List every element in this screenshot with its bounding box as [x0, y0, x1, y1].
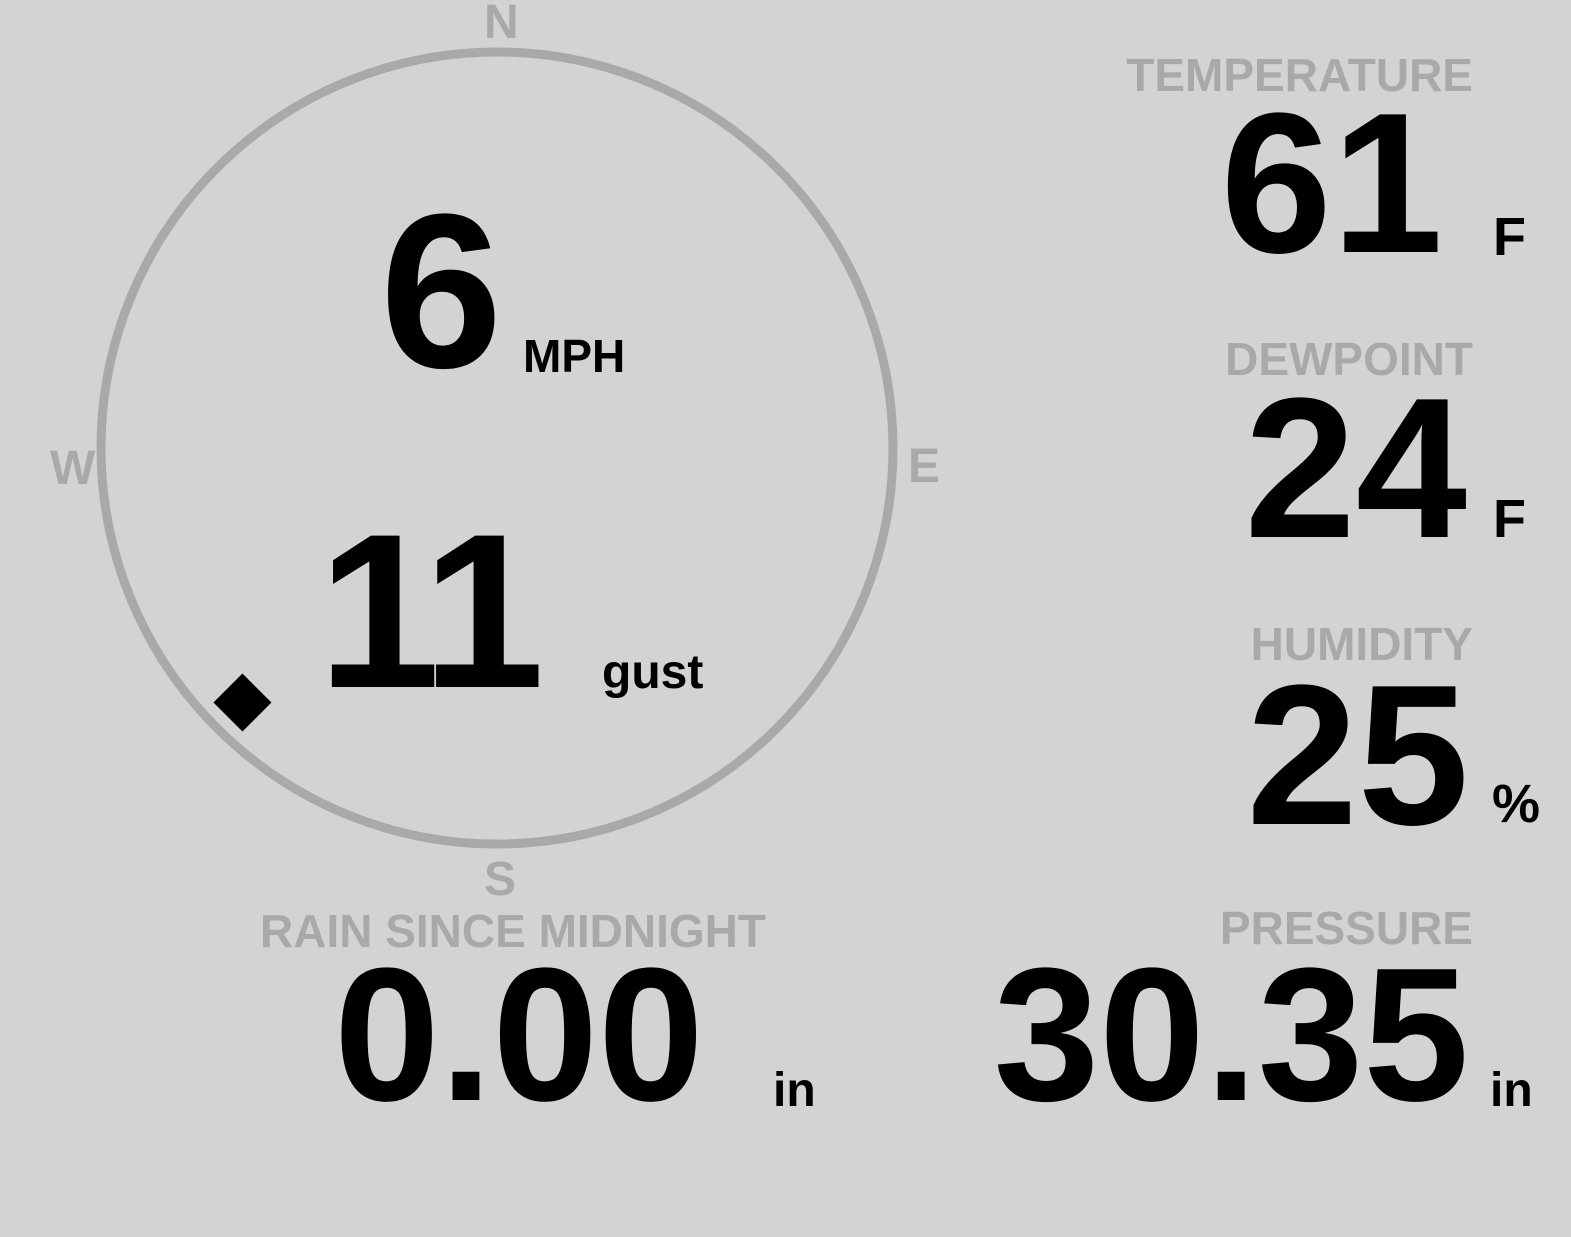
dewpoint-value: 24 [1244, 357, 1467, 580]
dewpoint-unit: F [1493, 489, 1526, 549]
pressure-label: PRESSURE [1219, 902, 1473, 954]
wind-gust-value: 11 [318, 488, 545, 734]
humidity-value: 25 [1246, 644, 1469, 867]
humidity-label: HUMIDITY [1250, 618, 1473, 670]
temperature-value: 61 [1220, 72, 1443, 295]
wind-speed-unit: MPH [523, 330, 626, 382]
dewpoint-label: DEWPOINT [1225, 333, 1473, 385]
rain-unit: in [773, 1064, 816, 1117]
pressure-value: 30.35 [993, 929, 1469, 1141]
compass-south: S [484, 853, 517, 906]
rain-value: 0.00 [334, 929, 704, 1141]
humidity-unit: % [1492, 774, 1541, 834]
compass-east: E [908, 440, 941, 493]
wind-gust-label: gust [602, 646, 704, 699]
wind-direction-marker [213, 673, 272, 732]
temperature-unit: F [1493, 207, 1526, 267]
compass-ring [96, 47, 898, 849]
wind-speed-value: 6 [380, 168, 503, 414]
rain-label: RAIN SINCE MIDNIGHT [260, 905, 766, 957]
pressure-unit: in [1490, 1064, 1533, 1117]
temperature-label: TEMPERATURE [1126, 49, 1473, 101]
compass-west: W [50, 442, 96, 495]
compass-north: N [484, 0, 519, 49]
